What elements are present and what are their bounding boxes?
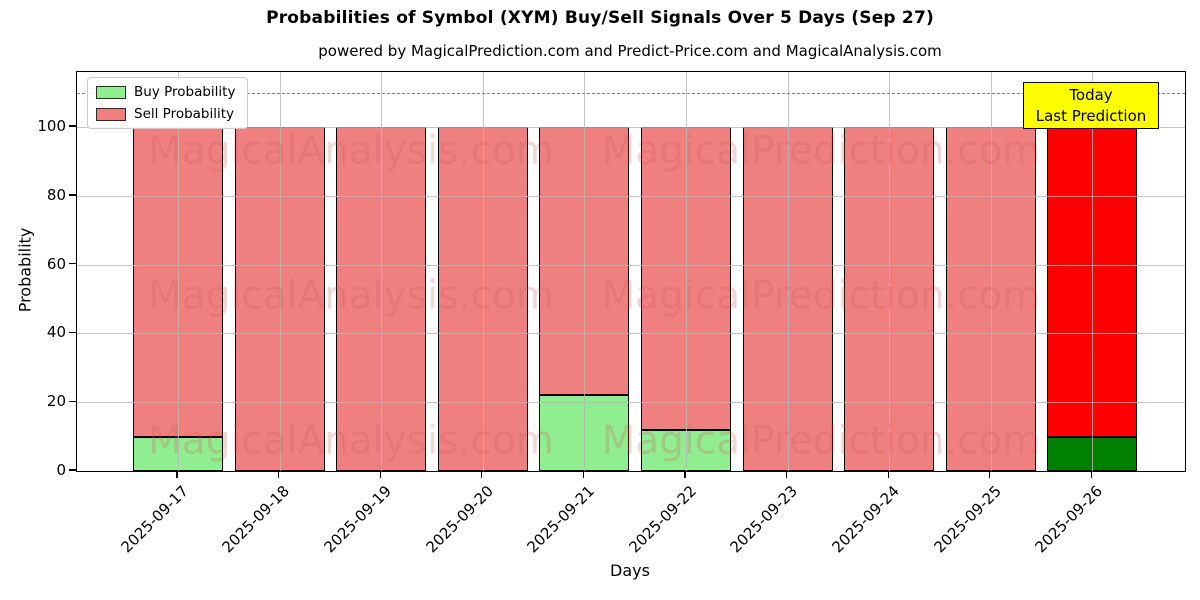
y-tick-label: 0	[56, 461, 66, 479]
x-tick-mark	[582, 471, 585, 478]
x-tick-mark	[379, 471, 381, 478]
gridline-horizontal	[77, 333, 1185, 335]
gridline-vertical	[686, 72, 687, 471]
legend-label: Sell Probability	[134, 106, 235, 122]
x-tick-mark	[176, 471, 178, 478]
gridline-vertical	[584, 72, 586, 471]
legend-item: Sell Probability	[96, 106, 235, 122]
annotation-line-1: Today	[1069, 86, 1113, 104]
x-tick-label: 2025-09-18	[218, 482, 294, 557]
gridline-horizontal	[77, 127, 1185, 129]
y-tick-mark	[69, 194, 76, 196]
gridline-horizontal	[77, 402, 1185, 404]
y-tick-label: 100	[37, 117, 66, 136]
x-tick-label: 2025-09-25	[930, 482, 1005, 557]
x-tick-mark	[785, 471, 788, 478]
x-tick-mark	[684, 471, 686, 478]
dashed-threshold-line	[77, 92, 1185, 94]
legend-swatch	[96, 107, 126, 121]
x-tick-mark	[1090, 471, 1093, 478]
gridline-vertical	[279, 72, 281, 471]
legend-item: Buy Probability	[96, 84, 235, 100]
x-tick-label: 2025-09-24	[828, 482, 903, 557]
legend-swatch	[96, 85, 126, 99]
x-tick-mark	[481, 471, 483, 478]
page-title: Probabilities of Symbol (XYM) Buy/Sell S…	[266, 8, 934, 28]
y-tick-mark	[69, 125, 76, 127]
plot-area: Buy Probability Sell Probability Today La…	[76, 71, 1186, 472]
gridline-vertical	[1092, 72, 1094, 471]
y-tick-label: 80	[46, 185, 66, 204]
page-subtitle: powered by MagicalPrediction.com and Pre…	[318, 42, 942, 60]
gridline-vertical	[178, 72, 179, 471]
x-tick-label: 2025-09-23	[726, 482, 802, 557]
gridline-vertical	[990, 72, 992, 471]
today-annotation: Today Last Prediction	[1023, 82, 1159, 129]
y-tick-label: 60	[46, 254, 66, 273]
gridline-vertical	[787, 72, 789, 471]
x-tick-label: 2025-09-22	[625, 482, 700, 557]
y-tick-mark	[69, 331, 76, 334]
gridline-horizontal	[77, 264, 1185, 266]
y-tick-mark	[69, 262, 76, 265]
x-tick-label: 2025-09-20	[422, 482, 497, 557]
x-tick-label: 2025-09-17	[117, 482, 192, 557]
x-tick-label: 2025-09-19	[320, 482, 395, 557]
gridline-horizontal	[77, 195, 1185, 197]
x-tick-mark	[887, 471, 889, 478]
gridline-vertical	[889, 72, 891, 471]
x-tick-label: 2025-09-26	[1031, 482, 1107, 557]
x-tick-mark	[277, 471, 280, 478]
y-tick-mark	[69, 469, 76, 471]
gridline-vertical	[381, 72, 383, 471]
x-tick-label: 2025-09-21	[523, 482, 599, 557]
y-tick-label: 20	[46, 392, 66, 411]
y-tick-mark	[69, 400, 76, 402]
annotation-line-2: Last Prediction	[1035, 107, 1147, 125]
legend-label: Buy Probability	[134, 84, 236, 100]
gridline-vertical	[482, 72, 484, 471]
y-tick-label: 40	[46, 323, 66, 342]
legend: Buy Probability Sell Probability	[87, 77, 249, 129]
x-axis-label: Days	[610, 561, 650, 580]
x-tick-mark	[989, 471, 991, 478]
